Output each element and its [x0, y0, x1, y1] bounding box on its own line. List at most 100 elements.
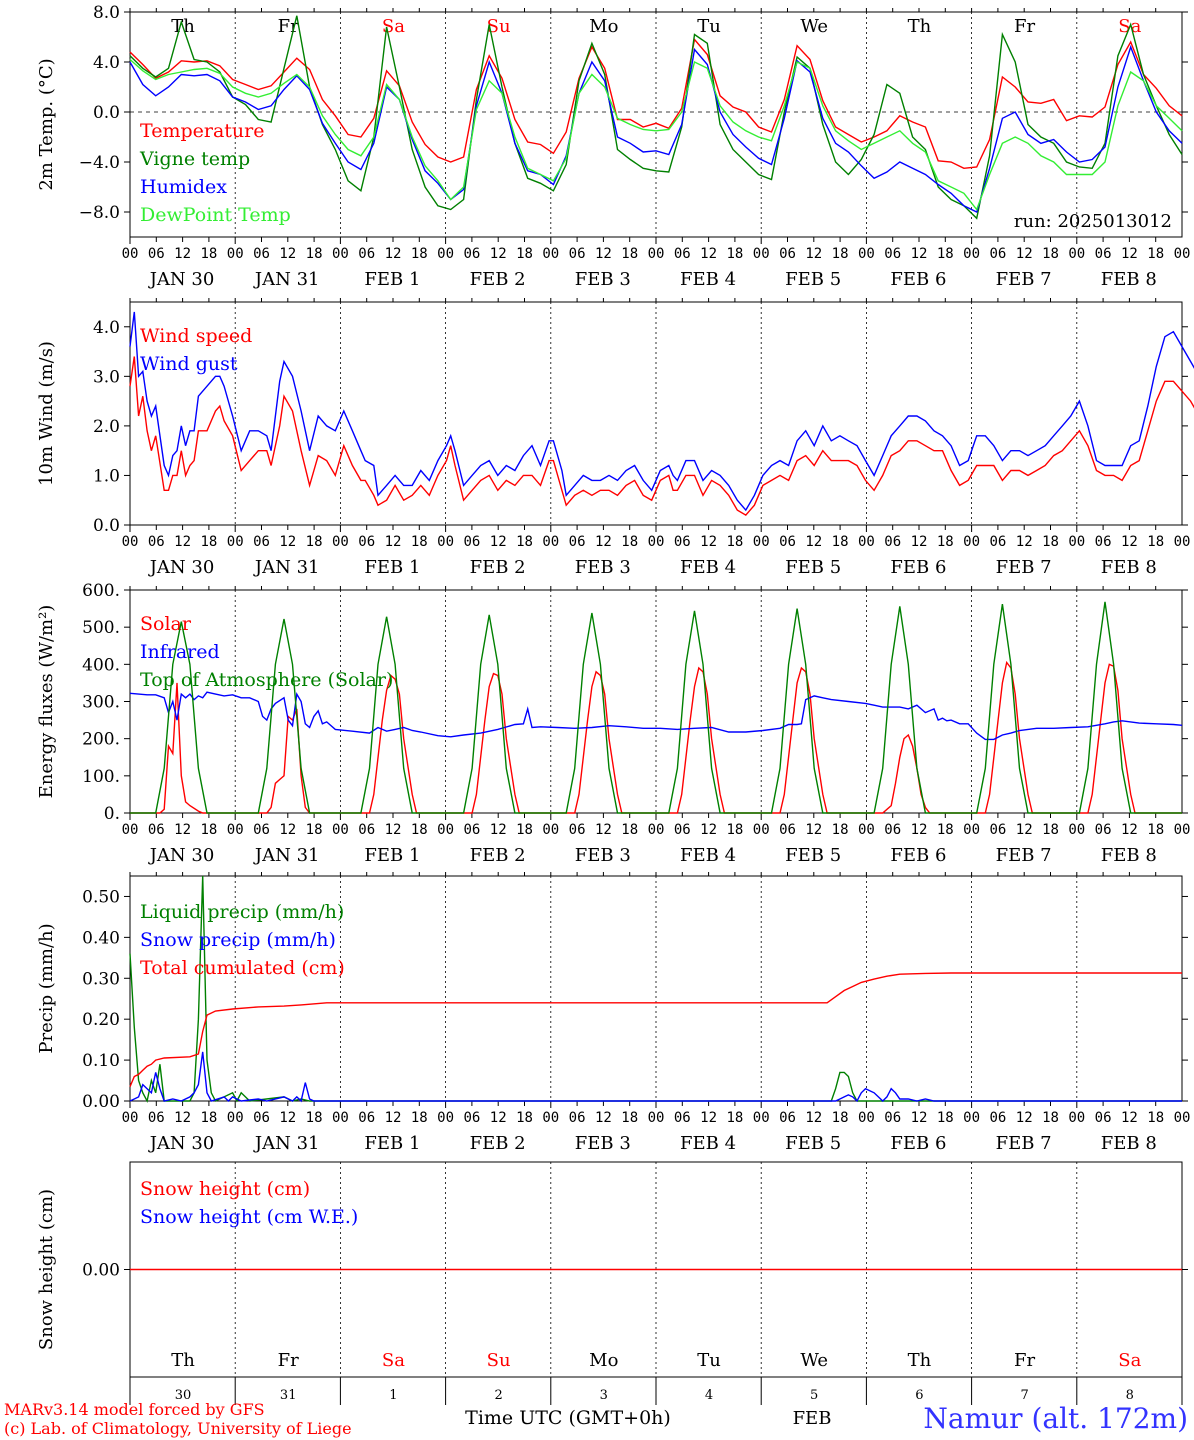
date-label: FEB 8 [1101, 557, 1157, 578]
x-tick-label: 00 [1174, 822, 1191, 838]
x-tick-label: 12 [1016, 246, 1033, 262]
x-tick-label: 12 [279, 822, 296, 838]
date-label: FEB 4 [680, 845, 736, 866]
y-tick-label: 400. [82, 655, 120, 675]
date-label: FEB 4 [680, 1133, 736, 1154]
x-tick-label: 18 [411, 1110, 428, 1126]
x-tick-label: 00 [963, 822, 980, 838]
x-tick-label: 00 [963, 1110, 980, 1126]
x-tick-label: 18 [937, 246, 954, 262]
x-tick-label: 00 [542, 246, 559, 262]
weekday-label: Th [908, 16, 932, 37]
weekday-label: Th [908, 1350, 932, 1371]
x-tick-label: 12 [490, 534, 507, 550]
x-tick-label: 00 [753, 246, 770, 262]
x-tick-label: 12 [385, 534, 402, 550]
x-tick-label: 00 [1174, 1110, 1191, 1126]
x-tick-label: 00 [227, 534, 244, 550]
x-tick-label: 18 [832, 822, 849, 838]
weekday-label: Fr [278, 16, 299, 37]
date-label: FEB 1 [364, 1133, 420, 1154]
x-tick-label: 12 [805, 822, 822, 838]
y-tick-label: 4.0 [93, 318, 120, 338]
x-tick-label: 12 [595, 1110, 612, 1126]
x-tick-label: 00 [437, 246, 454, 262]
y-tick-label: 2.0 [93, 417, 120, 437]
x-tick-label: 00 [1068, 246, 1085, 262]
x-tick-label: 06 [884, 246, 901, 262]
x-tick-label: 18 [1042, 822, 1059, 838]
series-line [129, 356, 1194, 516]
x-tick-label: 00 [1068, 534, 1085, 550]
y-tick-label: 0.40 [82, 928, 120, 948]
x-tick-label: 12 [1016, 1110, 1033, 1126]
legend-entry: Infrared [140, 641, 220, 663]
legend-entry: Solar [140, 613, 192, 635]
x-tick-label: 12 [595, 246, 612, 262]
x-tick-label: 00 [648, 534, 665, 550]
date-label: FEB 8 [1101, 1133, 1157, 1154]
time-axis-label: Time UTC (GMT+0h) [465, 1407, 671, 1429]
x-tick-label: 18 [306, 1110, 323, 1126]
x-tick-label: 18 [937, 534, 954, 550]
x-tick-label: 00 [437, 1110, 454, 1126]
x-tick-label: 18 [306, 246, 323, 262]
x-tick-label: 12 [595, 534, 612, 550]
x-tick-label: 12 [385, 1110, 402, 1126]
x-tick-label: 00 [1174, 246, 1191, 262]
x-tick-label: 06 [1095, 1110, 1112, 1126]
x-tick-label: 00 [122, 1110, 139, 1126]
date-label: FEB 6 [890, 557, 946, 578]
x-tick-label: 00 [227, 246, 244, 262]
legend-entry: Humidex [140, 176, 227, 198]
y-axis-label: Snow height (cm) [36, 1189, 57, 1350]
x-tick-label: 12 [174, 534, 191, 550]
x-tick-label: 18 [621, 246, 638, 262]
x-tick-label: 00 [1174, 534, 1191, 550]
x-tick-label: 00 [858, 534, 875, 550]
y-tick-label: 500. [82, 618, 120, 638]
x-tick-label: 06 [884, 822, 901, 838]
x-tick-label: 12 [805, 246, 822, 262]
y-tick-label: 3.0 [93, 367, 120, 387]
weekday-label: Mo [589, 16, 618, 37]
weekday-label: Tu [697, 16, 721, 37]
x-tick-label: 00 [648, 246, 665, 262]
x-tick-label: 00 [122, 822, 139, 838]
legend-entry: Top of Atmosphere (Solar) [140, 669, 393, 691]
date-label: FEB 2 [470, 557, 526, 578]
legend-entry: Snow height (cm W.E.) [140, 1206, 358, 1228]
series-line [130, 601, 1182, 814]
x-tick-label: 18 [306, 534, 323, 550]
series-line [129, 972, 1182, 1087]
x-tick-label: 06 [148, 246, 165, 262]
legend-entry: Snow height (cm) [140, 1178, 310, 1200]
x-tick-label: 00 [437, 534, 454, 550]
x-tick-label: 12 [490, 822, 507, 838]
date-label: FEB 1 [364, 269, 420, 290]
x-tick-label: 00 [437, 822, 454, 838]
y-axis-label: Energy fluxes (W/m²) [36, 605, 57, 799]
y-tick-label: 0.00 [82, 1092, 120, 1112]
day-number: 8 [1126, 1388, 1134, 1403]
x-tick-label: 06 [884, 534, 901, 550]
x-tick-label: 12 [1016, 534, 1033, 550]
x-tick-label: 18 [726, 246, 743, 262]
x-tick-label: 12 [700, 822, 717, 838]
y-tick-label: 0.50 [82, 887, 120, 907]
x-tick-label: 12 [279, 246, 296, 262]
legend-entry: Snow precip (mm/h) [140, 929, 336, 951]
x-tick-label: 00 [227, 822, 244, 838]
x-tick-label: 12 [595, 822, 612, 838]
y-tick-label: 0. [104, 804, 120, 824]
date-label: FEB 8 [1101, 269, 1157, 290]
panel-3: 0. 100. 200. 300. 400. 500. 600. Energy fluxes … [36, 581, 1190, 866]
weekday-label: Th [171, 1350, 195, 1371]
month-label: FEB [793, 1408, 832, 1429]
y-tick-label: 300. [82, 693, 120, 713]
date-label: FEB 4 [680, 269, 736, 290]
x-tick-label: 00 [542, 534, 559, 550]
day-number: 4 [705, 1388, 713, 1403]
date-label: JAN 30 [148, 845, 215, 866]
date-label: FEB 2 [470, 1133, 526, 1154]
